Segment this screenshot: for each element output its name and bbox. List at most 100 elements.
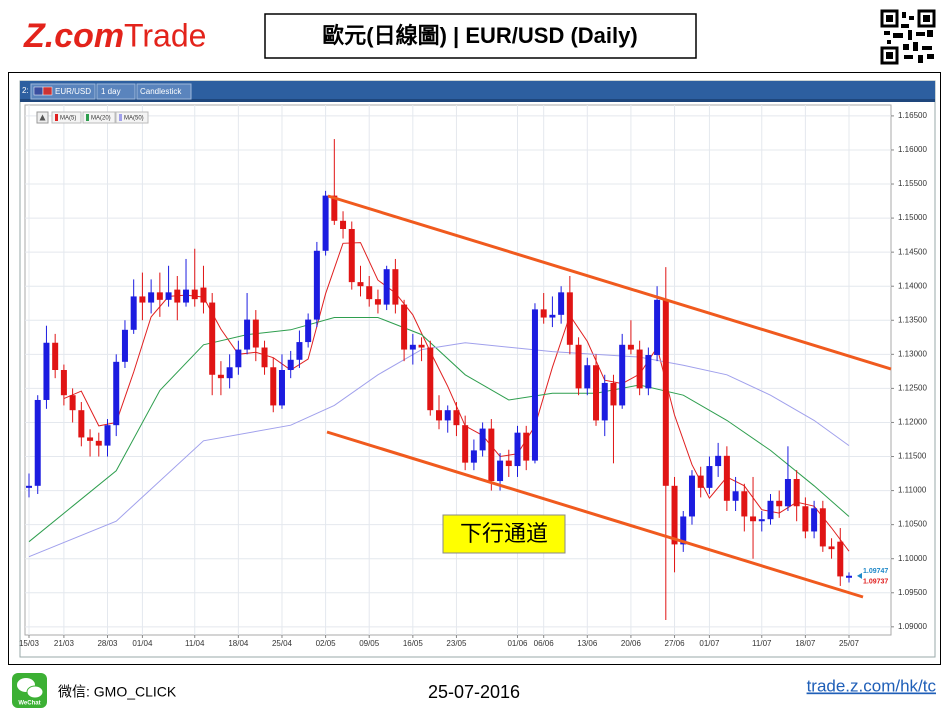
candle-body xyxy=(383,269,390,305)
candle-body xyxy=(409,344,416,350)
qr-code xyxy=(880,9,936,65)
candle-body xyxy=(401,304,408,350)
x-tick-label: 11/04 xyxy=(185,639,205,648)
candle-body xyxy=(130,296,137,330)
candle-body xyxy=(95,440,102,446)
candle-body xyxy=(723,455,730,501)
footer-url[interactable]: trade.z.com/hk/tc xyxy=(807,676,937,695)
price-marker-arrow xyxy=(857,572,862,579)
x-tick-label: 06/06 xyxy=(534,639,555,648)
annotation: 下行通道 xyxy=(460,521,548,546)
legend-label: MA(50) xyxy=(124,116,144,122)
candle-body xyxy=(121,329,128,362)
candle-body xyxy=(104,425,111,446)
candle-body xyxy=(366,286,373,300)
candle-body xyxy=(758,519,765,522)
legend-item-box xyxy=(51,111,82,124)
candle-body xyxy=(828,546,835,550)
x-tick-label: 13/06 xyxy=(577,639,598,648)
candle-body xyxy=(776,500,783,507)
candle-body xyxy=(601,382,608,421)
y-tick-label: 1.11500 xyxy=(898,452,927,461)
candle-body xyxy=(60,370,67,396)
candle-body xyxy=(802,506,809,532)
candle-body xyxy=(505,460,512,467)
candle-body xyxy=(732,491,739,501)
candle-body xyxy=(715,455,722,467)
legend-item-box xyxy=(115,111,149,124)
y-tick-label: 1.14000 xyxy=(898,281,927,290)
candle-body xyxy=(627,344,634,350)
candle-body xyxy=(165,292,172,300)
legend-label: MA(20) xyxy=(91,116,111,122)
flag-eu xyxy=(33,86,44,96)
candle-body xyxy=(470,450,477,463)
y-tick-label: 1.14500 xyxy=(898,247,927,256)
candle-body xyxy=(331,195,338,221)
price-marker-label: 1.09737 xyxy=(863,578,888,585)
candle-body xyxy=(340,220,347,229)
annotation-box xyxy=(442,514,566,554)
candle-body xyxy=(566,292,573,345)
legend-swatch xyxy=(55,114,58,121)
x-tick-label: 01/04 xyxy=(132,639,153,648)
legend-toggle-icon xyxy=(39,114,46,121)
candle-body xyxy=(531,309,538,461)
candle-body xyxy=(767,500,774,520)
candle-body xyxy=(750,516,757,522)
toolbar-style[interactable]: Candlestick xyxy=(140,87,182,96)
candle-body xyxy=(819,508,826,547)
footer-date: 25-07-2016 xyxy=(428,682,520,702)
candle-body xyxy=(462,425,469,463)
toolbar-symbol[interactable]: EUR/USD xyxy=(55,87,91,96)
y-tick-label: 1.09000 xyxy=(898,622,927,631)
candle-body xyxy=(261,347,268,368)
legend-item-box xyxy=(82,111,116,124)
candle-body xyxy=(479,428,486,451)
candle-body xyxy=(209,302,216,375)
candle-body xyxy=(497,460,504,482)
toolbar-tab[interactable] xyxy=(136,83,192,100)
x-tick-label: 16/05 xyxy=(403,639,424,648)
y-tick-label: 1.10500 xyxy=(898,520,927,529)
candle-body xyxy=(654,299,661,356)
flag-us xyxy=(42,86,53,96)
candle-body xyxy=(680,516,687,545)
y-tick-label: 1.16000 xyxy=(898,145,927,154)
candle-body xyxy=(287,359,294,370)
candle-body xyxy=(270,367,277,406)
x-tick-label: 23/05 xyxy=(446,639,467,648)
wechat-label: WeChat xyxy=(18,701,40,707)
toolbar-interval[interactable]: 1 day xyxy=(101,87,121,96)
candle-body xyxy=(78,410,85,438)
candle-body xyxy=(514,432,521,467)
x-tick-label: 28/03 xyxy=(97,639,118,648)
candle-body xyxy=(784,478,791,507)
candle-body xyxy=(87,437,94,441)
candle-body xyxy=(235,349,242,368)
candle-body xyxy=(139,296,146,303)
candle-body xyxy=(296,342,303,360)
price-marker-label: 1.09747 xyxy=(863,568,888,575)
legend-swatch xyxy=(119,114,122,121)
y-tick-label: 1.13000 xyxy=(898,349,927,358)
x-tick-label: 25/07 xyxy=(839,639,860,648)
y-tick-label: 1.12000 xyxy=(898,418,927,427)
y-tick-label: 1.16500 xyxy=(898,111,927,120)
candle-body xyxy=(200,287,207,303)
x-tick-label: 09/05 xyxy=(359,639,380,648)
toolbar-tab[interactable] xyxy=(96,83,136,100)
x-tick-label: 21/03 xyxy=(54,639,75,648)
x-tick-label: 27/06 xyxy=(665,639,686,648)
candle-body xyxy=(69,395,76,411)
candle-body xyxy=(558,292,565,315)
candle-body xyxy=(278,370,285,406)
candle-body xyxy=(52,342,59,370)
toolbar-edge xyxy=(20,99,935,102)
candle-body xyxy=(706,466,713,488)
candle-body xyxy=(357,282,364,287)
candle-body xyxy=(697,475,704,488)
candle-body xyxy=(453,410,460,426)
legend-label: MA(5) xyxy=(60,116,76,122)
